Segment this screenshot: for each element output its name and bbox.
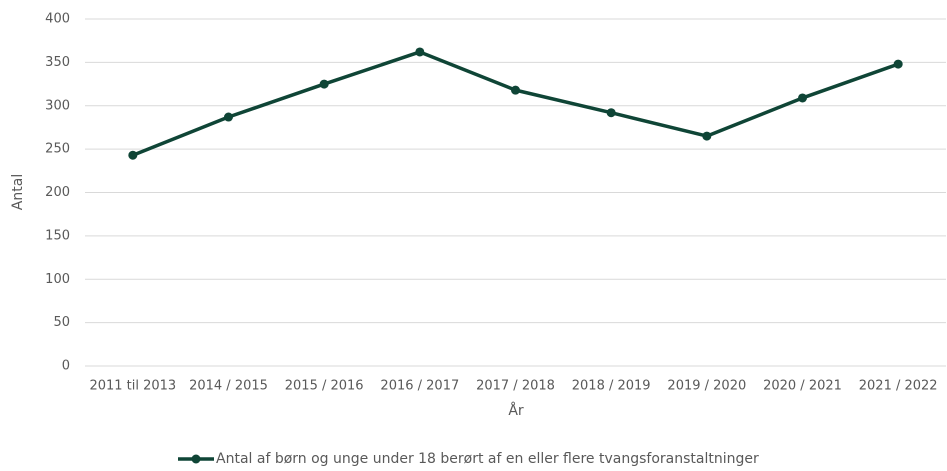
point (702, 131, 712, 141)
y-tick-label: 250 (45, 142, 70, 157)
x-tick-label: 2011 til 2013 (89, 379, 176, 394)
y-axis-title: Antal (10, 174, 26, 210)
point (415, 47, 425, 57)
x-tick-label: 2014 / 2015 (189, 379, 268, 394)
x-tick-label: 2021 / 2022 (859, 379, 938, 394)
point (798, 93, 807, 103)
y-tick-label: 50 (53, 315, 70, 330)
y-tick-label: 200 (45, 185, 70, 200)
point (319, 79, 329, 89)
point (893, 59, 903, 69)
x-axis-title: År (508, 402, 524, 419)
point (511, 85, 520, 95)
legend-marker (191, 454, 201, 464)
x-tick-label: 2016 / 2017 (380, 379, 459, 394)
x-tick-label: 2019 / 2020 (667, 379, 746, 394)
x-tick-label: 2015 / 2016 (285, 379, 364, 394)
x-tick-label: 2020 / 2021 (763, 379, 842, 394)
point (128, 150, 138, 160)
y-tick-label: 400 (45, 12, 70, 27)
x-tick-label: 2017 / 2018 (476, 379, 555, 394)
x-tick-label: 2018 / 2019 (572, 379, 651, 394)
legend-label: Antal af børn og unge under 18 berørt af… (216, 451, 759, 467)
point (606, 108, 616, 118)
y-tick-label: 0 (62, 359, 70, 374)
y-tick-label: 300 (45, 98, 70, 113)
y-tick-label: 350 (45, 55, 70, 70)
y-tick-label: 100 (45, 272, 70, 287)
y-tick-label: 150 (45, 228, 70, 243)
line (132, 50, 899, 157)
point (224, 112, 233, 122)
